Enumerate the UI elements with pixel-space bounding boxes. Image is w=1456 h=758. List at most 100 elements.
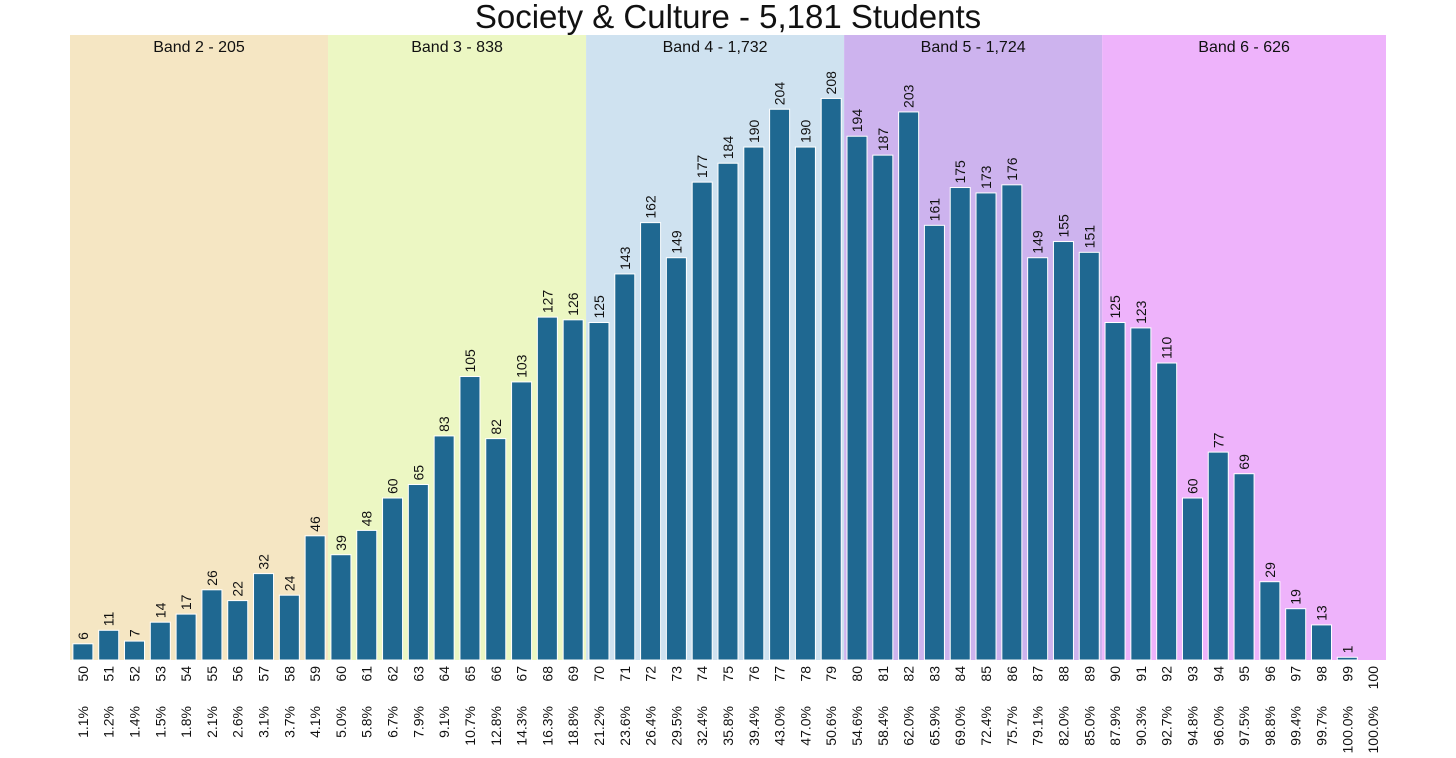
- score-tick-label: 91: [1133, 666, 1149, 682]
- bar: [1027, 257, 1049, 661]
- bar: [717, 162, 739, 661]
- score-tick-label: 69: [565, 666, 581, 682]
- score-tick-label: 53: [152, 666, 168, 682]
- bar: [1181, 497, 1203, 661]
- score-tick-label: 57: [256, 666, 272, 682]
- bar: [201, 589, 223, 661]
- percentile-tick-label: 4.1%: [307, 706, 323, 738]
- bar: [278, 594, 300, 661]
- score-tick-label: 94: [1210, 666, 1226, 682]
- percentile-tick-label: 7.9%: [410, 706, 426, 738]
- score-tick-label: 86: [1004, 666, 1020, 682]
- bar-value-label: 1: [1339, 645, 1355, 653]
- bar: [330, 554, 352, 661]
- bar: [1001, 184, 1023, 661]
- bar-value-label: 48: [359, 511, 375, 527]
- score-tick-label: 79: [823, 666, 839, 682]
- bar-value-label: 125: [591, 295, 607, 319]
- percentile-tick-label: 5.0%: [333, 706, 349, 738]
- bar-value-label: 149: [668, 230, 684, 254]
- percentile-tick-label: 100.0%: [1365, 706, 1381, 753]
- score-tick-labels: 50 51 52 53 54 55 56 57 58 59 60 61 62 63 64 65 66 67 68 69…: [75, 666, 1381, 690]
- bar: [149, 621, 171, 661]
- score-tick-label: 66: [488, 666, 504, 682]
- percentile-tick-label: 1.8%: [178, 706, 194, 738]
- percentile-tick-label: 82.0%: [1055, 706, 1071, 746]
- bar: [1285, 608, 1307, 661]
- score-tick-label: 74: [694, 666, 710, 682]
- score-tick-label: 82: [901, 666, 917, 682]
- bar: [511, 381, 533, 661]
- bar-value-label: 77: [1210, 432, 1226, 448]
- bar: [433, 435, 455, 661]
- score-tick-label: 68: [539, 666, 555, 682]
- percentile-tick-label: 39.4%: [746, 706, 762, 746]
- score-tick-label: 59: [307, 666, 323, 682]
- percentile-tick-label: 10.7%: [462, 706, 478, 746]
- percentile-tick-label: 58.4%: [875, 706, 891, 746]
- percentile-tick-label: 50.6%: [823, 706, 839, 746]
- percentile-tick-label: 9.1%: [436, 706, 452, 738]
- score-tick-label: 78: [797, 666, 813, 682]
- score-tick-label: 62: [385, 666, 401, 682]
- bar: [1130, 327, 1152, 661]
- bar: [485, 438, 507, 661]
- bar-value-label: 125: [1107, 295, 1123, 319]
- bar: [794, 146, 816, 661]
- percentile-tick-label: 98.8%: [1262, 706, 1278, 746]
- bar: [665, 257, 687, 661]
- percentile-tick-label: 97.5%: [1236, 706, 1252, 746]
- band-label: Band 5 - 1,724: [921, 39, 1026, 56]
- bars: [72, 97, 1358, 661]
- bar: [1104, 322, 1126, 661]
- bar-value-label: 26: [204, 570, 220, 586]
- score-tick-label: 98: [1313, 666, 1329, 682]
- bar-value-label: 60: [1184, 478, 1200, 494]
- score-tick-label: 83: [926, 666, 942, 682]
- bar: [562, 319, 584, 661]
- score-tick-label: 61: [359, 666, 375, 682]
- percentile-tick-label: 47.0%: [797, 706, 813, 746]
- bar: [743, 146, 765, 661]
- bar-value-label: 7: [127, 629, 143, 637]
- bar-value-label: 65: [410, 465, 426, 481]
- bar: [898, 111, 920, 661]
- bar: [1078, 251, 1100, 661]
- percentile-tick-label: 99.7%: [1313, 706, 1329, 746]
- bar: [588, 322, 610, 661]
- score-tick-label: 71: [617, 666, 633, 682]
- bar-value-label: 151: [1081, 225, 1097, 249]
- bar-value-label: 19: [1288, 589, 1304, 605]
- chart-title: Society & Culture - 5,181 Students: [475, 0, 981, 35]
- bar: [98, 629, 120, 661]
- score-tick-label: 85: [978, 666, 994, 682]
- bar-value-label: 24: [281, 575, 297, 591]
- bar-value-label: 110: [1159, 336, 1175, 359]
- bar-value-label: 83: [436, 416, 452, 432]
- percentile-tick-label: 3.1%: [256, 706, 272, 738]
- bar-value-label: 176: [1004, 157, 1020, 181]
- bar-value-label: 14: [152, 602, 168, 618]
- score-tick-label: 67: [514, 666, 530, 682]
- percentile-tick-label: 14.3%: [514, 706, 530, 746]
- bar-value-label: 29: [1262, 562, 1278, 578]
- bar-value-label: 208: [823, 71, 839, 95]
- bar: [1336, 656, 1358, 661]
- percentile-tick-label: 2.6%: [230, 706, 246, 738]
- bar: [820, 97, 842, 661]
- percentile-tick-label: 87.9%: [1107, 706, 1123, 746]
- bar-value-label: 82: [488, 419, 504, 435]
- bar-value-label: 149: [1030, 230, 1046, 254]
- score-tick-label: 64: [436, 666, 452, 682]
- bar: [691, 181, 713, 661]
- score-tick-label: 84: [952, 666, 968, 682]
- score-tick-label: 88: [1055, 666, 1071, 682]
- bar-value-label: 194: [849, 109, 865, 133]
- bar: [949, 187, 971, 661]
- percentile-tick-label: 26.4%: [643, 706, 659, 746]
- bar-value-label: 184: [720, 136, 736, 160]
- bar-value-label: 190: [746, 119, 762, 143]
- percentile-tick-label: 16.3%: [539, 706, 555, 746]
- percentile-tick-label: 2.1%: [204, 706, 220, 738]
- percentile-tick-label: 18.8%: [565, 706, 581, 746]
